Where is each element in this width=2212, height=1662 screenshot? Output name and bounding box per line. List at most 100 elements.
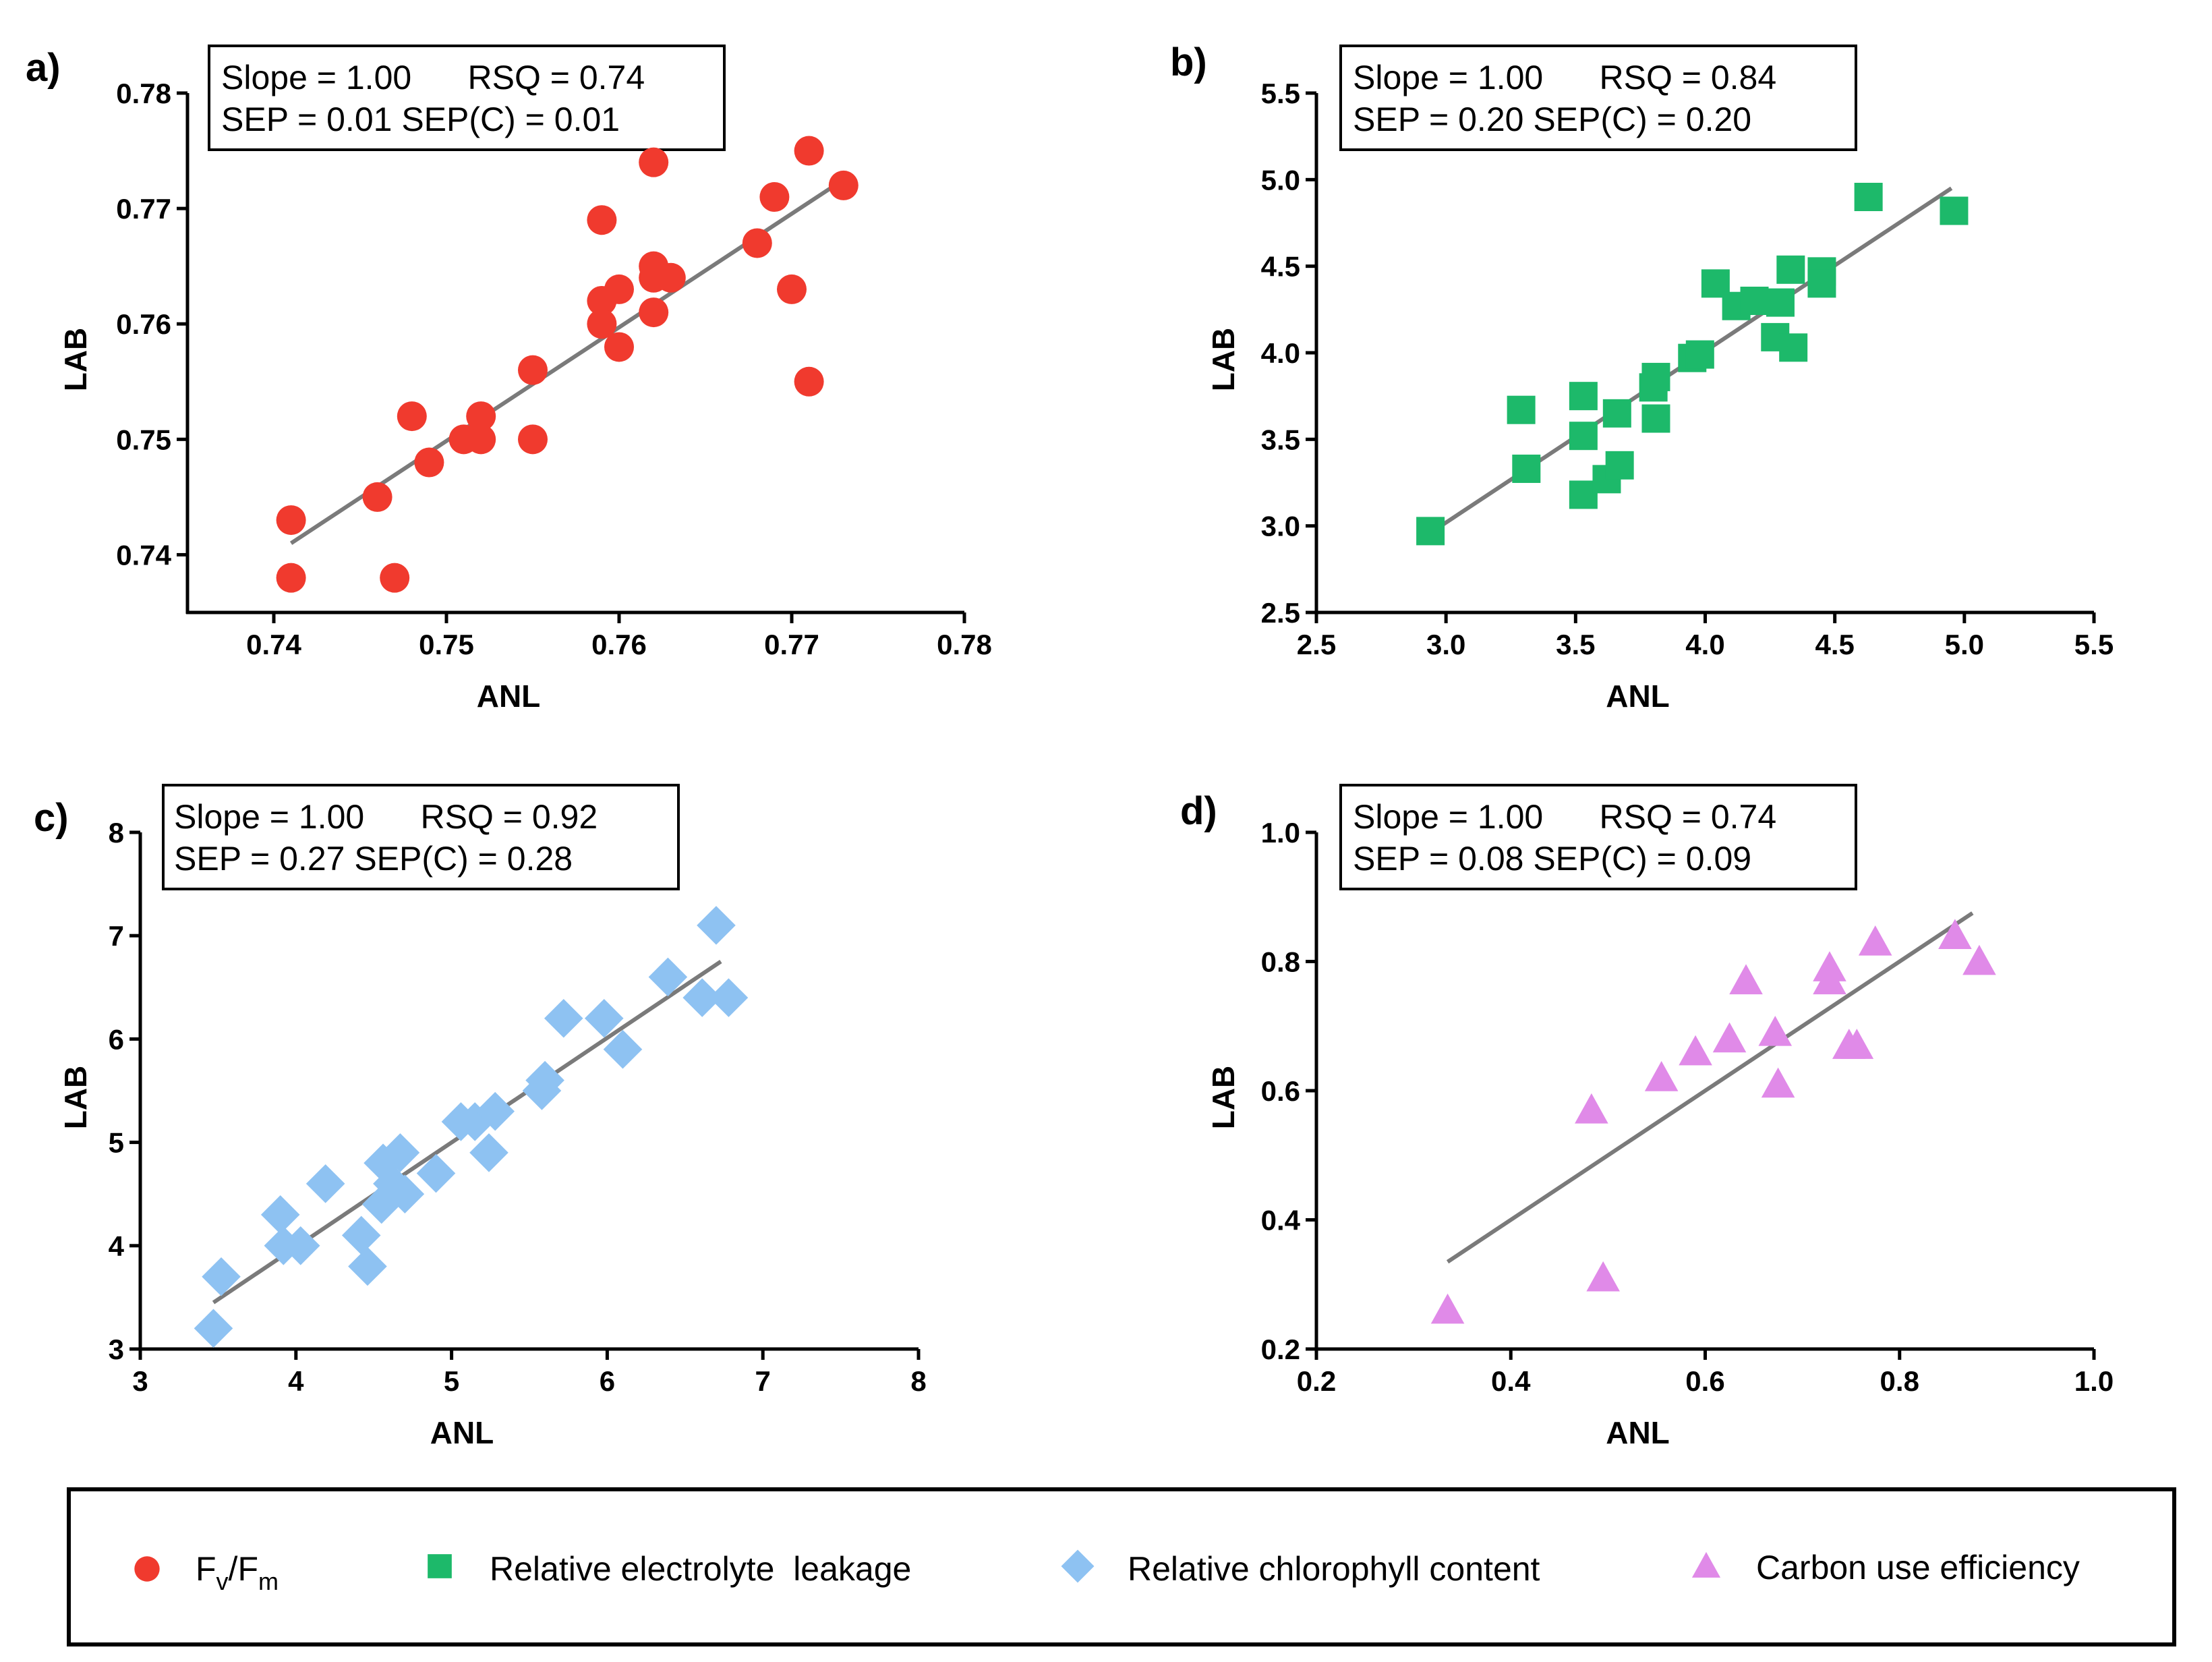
stats-line-1: Slope = 1.00 RSQ = 0.74: [221, 59, 645, 96]
stats-line-1: Slope = 1.00 RSQ = 0.84: [1353, 59, 1776, 96]
data-point: [682, 978, 722, 1017]
data-point: [305, 1164, 345, 1203]
data-point: [1766, 288, 1795, 317]
legend-marker: [1061, 1549, 1095, 1583]
stats-box: [208, 45, 726, 151]
x-tick-label: 0.8: [1880, 1365, 1919, 1397]
data-point: [1840, 1029, 1874, 1059]
data-point: [1569, 422, 1598, 451]
data-point: [466, 424, 496, 455]
x-tick-label: 5.5: [2074, 629, 2114, 660]
x-tick-label: 4.0: [1685, 629, 1724, 660]
data-point: [777, 274, 807, 304]
legend-fv-fm-main: F: [196, 1550, 216, 1588]
data-point: [1729, 964, 1763, 995]
panel-2: b) 2.5 3.0 3.5 4.0 4.5 5.0 5.5 2.5 3.0 3.5 4.0 4.5 5.…: [1170, 40, 2114, 714]
data-point: [525, 1060, 564, 1100]
data-point: [385, 1174, 425, 1213]
data-point: [475, 1091, 515, 1131]
x-tick-label: 3.5: [1556, 629, 1595, 660]
x-tick-label: 2.5: [1297, 629, 1336, 660]
data-point: [1602, 399, 1631, 428]
data-point: [1586, 1261, 1620, 1292]
x-tick-label: 6: [600, 1365, 615, 1397]
data-point: [794, 136, 824, 166]
data-point: [469, 1133, 508, 1172]
data-point: [1761, 1067, 1795, 1098]
data-point: [1685, 340, 1714, 369]
x-axis-label: ANL: [430, 1415, 494, 1450]
data-point: [709, 978, 749, 1017]
x-tick-label: 3.0: [1426, 629, 1465, 660]
data-point: [639, 147, 669, 177]
y-axis-label: LAB: [1206, 1066, 1241, 1130]
x-axis-label: ANL: [1606, 1415, 1670, 1450]
data-point: [1712, 1022, 1747, 1053]
y-tick-label: 0.74: [116, 539, 171, 571]
y-tick-label: 0.4: [1261, 1205, 1301, 1236]
y-tick-label: 2.5: [1261, 597, 1300, 629]
legend-label-electrolyte: Relative electrolyte leakage: [490, 1550, 911, 1588]
panel-letter: d): [1180, 789, 1217, 833]
x-tick-label: 0.6: [1685, 1365, 1724, 1397]
data-point: [828, 170, 858, 200]
legend-fv-fm-sub-v: v: [216, 1568, 229, 1595]
panel-3: c) 3 4 5 6 7 8 3 4 5 6 7 8 ANL LAB Slope = 1.00 RSQ = 0…: [34, 784, 927, 1450]
y-tick-label: 0.8: [1261, 946, 1300, 978]
x-axis-label: ANL: [1606, 679, 1670, 714]
data-point: [341, 1215, 381, 1255]
stats-line-1: Slope = 1.00 RSQ = 0.92: [174, 798, 598, 836]
legend-label-fv-fm: Fv/Fm: [196, 1550, 279, 1595]
data-point: [1940, 196, 1969, 225]
data-point: [276, 563, 306, 593]
data-point: [380, 1133, 420, 1172]
panel-4: d) 0.2 0.4 0.6 0.8 1.0 0.2 0.4 0.6 0.8 1.0 ANL LAB Sl…: [1180, 784, 2114, 1450]
data-point: [380, 563, 410, 593]
x-tick-label: 0.2: [1297, 1365, 1336, 1397]
data-point: [604, 332, 634, 362]
stats-line-2: SEP = 0.27 SEP(C) = 0.28: [174, 840, 573, 878]
data-point: [544, 998, 583, 1038]
y-tick-label: 0.75: [116, 424, 171, 455]
x-tick-label: 5.0: [1945, 629, 1984, 660]
data-point: [362, 482, 392, 512]
data-point: [639, 297, 669, 328]
stats-box: [1339, 784, 1857, 890]
x-tick-label: 0.77: [764, 629, 819, 660]
data-point: [742, 228, 772, 258]
data-point: [587, 205, 617, 235]
data-point: [1569, 382, 1598, 411]
legend-box: [67, 1487, 2176, 1646]
data-point: [1430, 1293, 1465, 1324]
data-point: [1854, 183, 1883, 211]
data-point: [603, 1029, 643, 1069]
x-tick-label: 4.5: [1815, 629, 1854, 660]
data-point: [1740, 287, 1769, 315]
y-tick-label: 4.5: [1261, 251, 1300, 283]
panel-letter: a): [26, 46, 61, 90]
data-point: [1807, 269, 1836, 298]
data-point: [656, 262, 686, 293]
y-tick-label: 7: [109, 920, 124, 952]
x-tick-label: 0.78: [937, 629, 992, 660]
data-point: [518, 355, 548, 385]
data-point: [348, 1246, 387, 1286]
panel-letter: c): [34, 796, 69, 840]
legend-fv-fm-slash: /F: [229, 1550, 258, 1588]
data-point: [414, 447, 444, 478]
data-point: [276, 505, 306, 536]
data-point: [466, 401, 496, 432]
stats-line-2: SEP = 0.08 SEP(C) = 0.09: [1353, 840, 1751, 878]
data-point: [1416, 517, 1445, 546]
data-point: [1507, 395, 1536, 424]
data-point: [584, 998, 624, 1038]
x-tick-label: 0.4: [1491, 1365, 1531, 1397]
data-point: [194, 1309, 233, 1348]
data-point: [281, 1226, 320, 1265]
legend-markers: [134, 1549, 1721, 1583]
data-point: [416, 1153, 456, 1193]
data-point: [1962, 944, 1996, 975]
legend-label-cue: Carbon use efficiency: [1756, 1549, 2080, 1586]
x-tick-label: 0.75: [419, 629, 474, 660]
